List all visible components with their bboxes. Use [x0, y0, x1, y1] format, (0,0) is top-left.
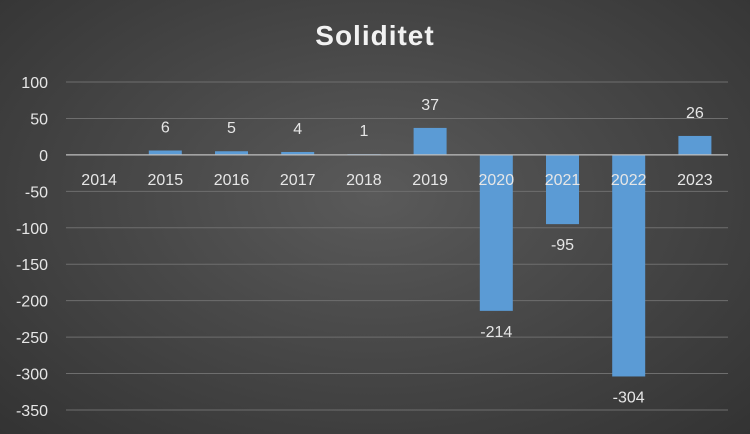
y-tick-label: -200 [16, 294, 48, 311]
x-tick-label: 2021 [545, 172, 581, 189]
bar-2020 [479, 154, 513, 311]
x-tick-label: 2022 [611, 172, 647, 189]
y-tick-label: -150 [16, 257, 48, 274]
data-label-2018: 1 [359, 123, 368, 140]
x-tick-label: 2020 [479, 172, 515, 189]
y-tick-label: -100 [16, 221, 48, 238]
x-axis-ticks: 2014 2015 2016 2017 2018 2019 2020 2021 2022 2023 [81, 172, 712, 189]
x-tick-label: 2017 [280, 172, 316, 189]
x-tick-label: 2018 [346, 172, 382, 189]
bar-2023 [678, 135, 712, 155]
y-tick-label: -250 [16, 330, 48, 347]
bar-2021 [546, 154, 579, 225]
data-labels: 6 5 4 1 37 -214 -95 -304 26 [161, 97, 704, 407]
x-tick-label: 2014 [81, 172, 117, 189]
data-label-2021: -95 [551, 237, 574, 254]
bar-2017 [281, 151, 315, 155]
data-label-2019: 37 [421, 97, 439, 114]
chart-title: Soliditet [315, 20, 435, 51]
bar-2019 [413, 127, 447, 155]
x-tick-label: 2023 [677, 172, 713, 189]
y-tick-label: -50 [25, 184, 48, 201]
data-label-2017: 4 [293, 121, 302, 138]
data-label-2016: 5 [227, 120, 236, 137]
data-label-2023: 26 [686, 105, 704, 122]
y-axis-ticks: 100 50 0 -50 -100 -150 -200 -250 -300 -350 [16, 75, 48, 420]
y-tick-label: -350 [16, 403, 48, 420]
y-tick-label: -300 [16, 367, 48, 384]
y-tick-label: 100 [21, 75, 48, 92]
data-label-2020: -214 [480, 324, 512, 341]
data-label-2022: -304 [613, 389, 645, 406]
bars [148, 127, 712, 377]
bar-2015 [148, 150, 182, 155]
x-tick-label: 2019 [412, 172, 448, 189]
y-tick-label: 0 [39, 148, 48, 165]
y-tick-label: 50 [30, 111, 48, 128]
bar-2016 [215, 151, 248, 155]
x-tick-label: 2016 [214, 172, 250, 189]
data-label-2015: 6 [161, 120, 170, 137]
x-tick-label: 2015 [148, 172, 184, 189]
bar-2022 [612, 154, 646, 377]
